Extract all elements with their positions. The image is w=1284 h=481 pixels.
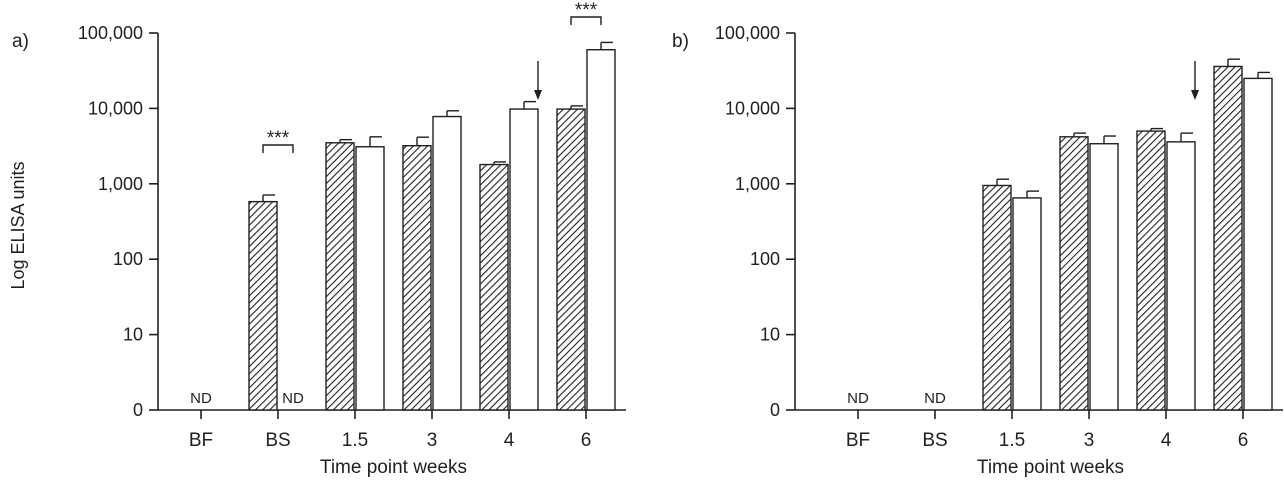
significance-label: *** (575, 0, 598, 21)
bar (556, 108, 586, 411)
y-tick-label: 10 (760, 325, 780, 345)
x-axis-label: Time point weeks (977, 457, 1124, 478)
y-tick-label: 10,000 (88, 98, 143, 118)
bar (479, 163, 509, 411)
x-tick-label: 6 (1238, 430, 1249, 451)
y-tick-label: 100 (113, 249, 143, 269)
significance-bracket (570, 16, 602, 25)
x-tick-label: 1.5 (999, 430, 1025, 451)
x-tick-label: BF (189, 430, 213, 451)
nd-label: ND (282, 390, 304, 407)
bar (355, 146, 385, 411)
y-tick-label: 100 (750, 249, 780, 269)
y-tick-label: 100,000 (715, 23, 780, 43)
y-tick-label: 0 (133, 400, 143, 420)
bar (1059, 136, 1089, 411)
arrow-head (1191, 90, 1199, 100)
bar (509, 108, 539, 411)
x-axis-label: Time point weeks (320, 457, 467, 478)
y-tick-label: 1,000 (735, 174, 780, 194)
chart-panel-a: a) 0 10 100 1,000 10,000 100,000 Log ELISA unit… (8, 0, 626, 478)
x-tick-label: BS (265, 430, 290, 451)
panel-label: b) (672, 31, 689, 52)
x-tick-label: 6 (581, 430, 592, 451)
x-tick-label: 3 (427, 430, 438, 451)
bar (586, 49, 616, 411)
bar (432, 115, 462, 411)
y-tick-label: 10,000 (725, 98, 780, 118)
x-tick-label: 3 (1084, 430, 1095, 451)
bar (1012, 197, 1042, 411)
chart-panel-b: b) 0 10 100 1,000 10,000 100,000 BF BS 1.5 3 4 6 Time… (672, 23, 1283, 478)
x-tick-label: BS (922, 430, 947, 451)
y-tick-label: 1,000 (98, 174, 143, 194)
bar (1243, 77, 1273, 411)
bar (1136, 130, 1166, 411)
bar (1166, 141, 1196, 411)
nd-label: ND (847, 390, 869, 407)
x-tick-label: 4 (1161, 430, 1172, 451)
bar (1089, 143, 1119, 411)
bar (402, 145, 432, 411)
x-tick-label: 1.5 (342, 430, 368, 451)
nd-label: ND (190, 390, 212, 407)
bar (325, 142, 355, 411)
y-axis-label: Log ELISA units (8, 161, 28, 289)
panel-label: a) (12, 31, 29, 52)
y-tick-label: 100,000 (78, 23, 143, 43)
bar (1213, 65, 1243, 411)
y-tick-label: 0 (770, 400, 780, 420)
bar (982, 184, 1012, 411)
x-tick-label: 4 (504, 430, 515, 451)
x-tick-label: BF (846, 430, 870, 451)
bar (248, 200, 278, 411)
y-tick-label: 10 (123, 325, 143, 345)
significance-label: *** (267, 128, 290, 149)
significance-bracket (262, 144, 294, 153)
nd-label: ND (924, 390, 946, 407)
arrow-head (534, 90, 542, 100)
